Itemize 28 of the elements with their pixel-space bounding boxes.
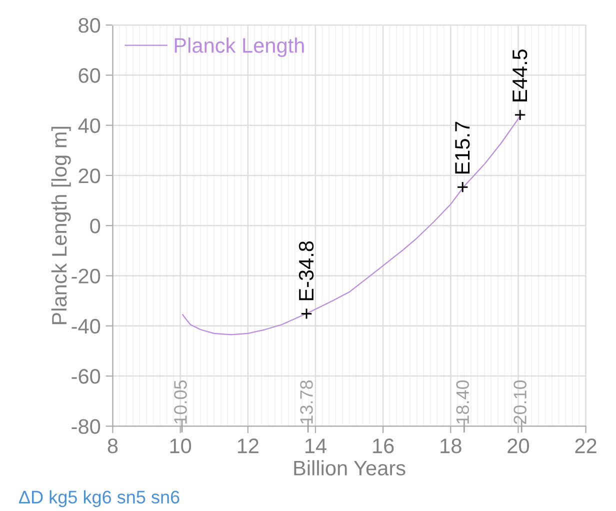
y-tick-label: 40 xyxy=(78,118,100,134)
x2-tick-label: 10.05 xyxy=(174,380,187,424)
x-tick-label: 22 xyxy=(575,438,596,454)
y-tick-label: 60 xyxy=(78,68,100,83)
x-tick-label: 14 xyxy=(305,438,326,454)
annotation: + E44.5 xyxy=(512,49,528,120)
y-tick-label: -40 xyxy=(72,318,100,334)
x-axis-title: Billion Years xyxy=(294,460,406,476)
annotation: + E-34.8 xyxy=(298,241,314,319)
legend-label: Planck Length xyxy=(174,38,304,57)
y-tick-label: -80 xyxy=(72,419,100,434)
text: ΔD kg5 kg6 sn5 sn6 xyxy=(19,490,180,508)
y-axis-title: Planck Length [log m] xyxy=(51,126,71,324)
y-tick-label: 0 xyxy=(90,218,100,234)
y-tick-label: 20 xyxy=(78,168,100,184)
annotation: + E15.7 xyxy=(455,122,470,192)
x2-tick-label: 13.78 xyxy=(300,380,313,424)
x-tick-label: 16 xyxy=(373,438,394,454)
x-tick-label: 8 xyxy=(108,438,118,454)
x2-tick-label: 20.10 xyxy=(514,380,526,424)
x-tick-label: 12 xyxy=(238,438,258,454)
x-tick-label: 20 xyxy=(508,438,530,454)
y-tick-label: -60 xyxy=(72,369,100,384)
x-tick-label: 10 xyxy=(170,438,192,454)
x2-tick-label: 18.40 xyxy=(456,380,470,424)
y-tick-label: 80 xyxy=(78,18,100,33)
x-tick-label: 18 xyxy=(440,438,462,454)
y-tick-label: -20 xyxy=(72,268,100,284)
